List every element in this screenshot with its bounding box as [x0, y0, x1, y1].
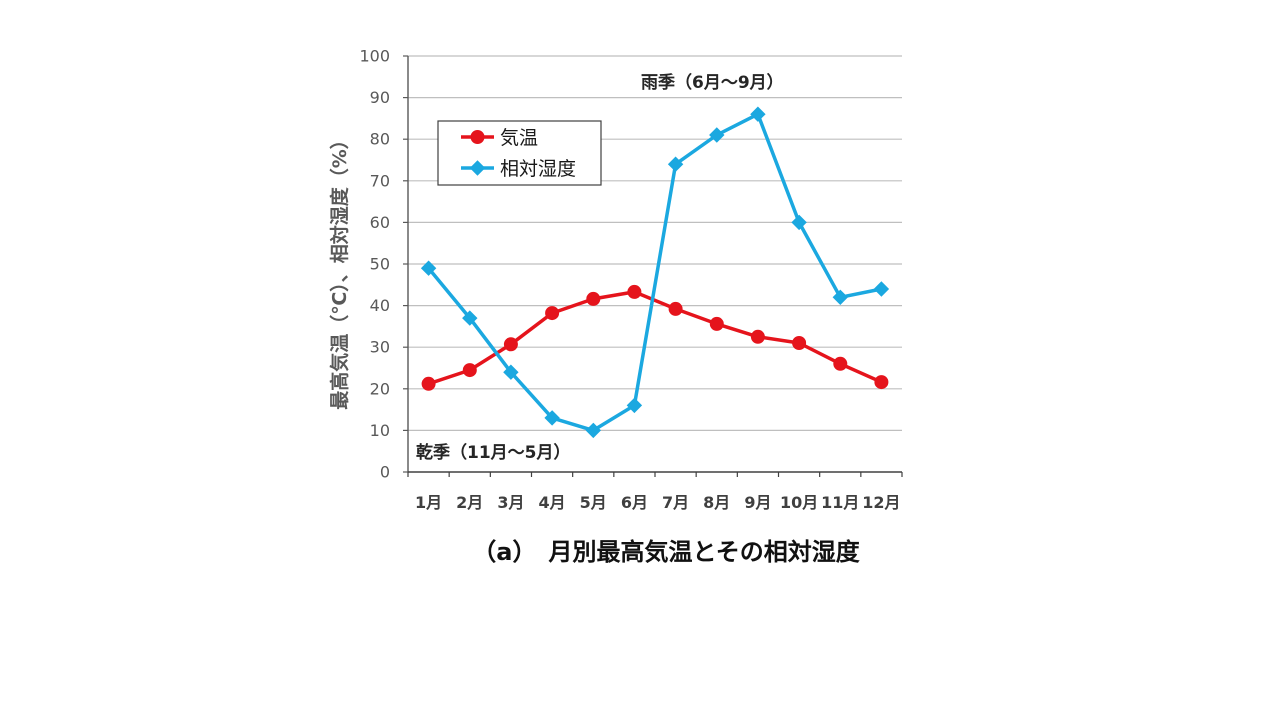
humidity-point [462, 310, 478, 326]
humidity-point [873, 281, 890, 297]
y-tick-label: 0 [380, 463, 390, 482]
x-tick-label: 6月 [621, 493, 648, 512]
x-tick-label: 7月 [662, 493, 689, 512]
humidity-point [832, 289, 849, 306]
temperature-line [428, 290, 883, 386]
humidity-series [420, 106, 890, 439]
rainy-season-annotation: 雨季（6月～9月） [641, 72, 784, 93]
y-tick-label: 10 [370, 421, 390, 440]
y-axis-title: 最高気温（℃）、相対湿度（%） [328, 130, 351, 410]
humidity-point [750, 106, 766, 122]
y-tick-label: 20 [370, 379, 390, 398]
temperature-point [627, 284, 642, 299]
x-tick-label: 3月 [497, 493, 524, 512]
temperature-point [586, 291, 601, 306]
legend-humidity-marker [469, 160, 486, 176]
y-tick-label: 80 [370, 130, 390, 149]
legend-entry-humidity: 相対湿度 [461, 158, 576, 180]
x-tick-label: 10月 [780, 493, 818, 512]
gridlines [403, 55, 903, 477]
legend-label-temperature: 気温 [500, 127, 538, 149]
y-tick-label: 40 [370, 296, 390, 315]
temperature-point [874, 375, 889, 390]
temperature-point [668, 301, 683, 316]
x-tick-label: 5月 [580, 493, 607, 512]
y-tick-labels: 0 10 20 30 40 50 60 70 80 90 100 [359, 47, 390, 482]
x-tick-labels: 1月 2月 3月 4月 5月 6月 7月 8月 9月 10月 11月 12月 [415, 493, 901, 512]
y-tick-label: 30 [370, 338, 390, 357]
temperature-point [792, 336, 807, 350]
temperature-point [833, 356, 848, 371]
y-tick-label: 90 [370, 88, 390, 107]
x-tick-label: 12月 [862, 493, 900, 512]
x-tick-label: 2月 [456, 493, 483, 512]
y-tick-label: 70 [370, 171, 390, 190]
humidity-point [503, 364, 519, 380]
legend: 気温 相対湿度 [437, 120, 602, 186]
temperature-point [462, 363, 477, 378]
x-tick-label: 1月 [415, 493, 442, 512]
temperature-point [503, 337, 518, 352]
temperature-series [421, 284, 889, 391]
temperature-point [709, 316, 724, 331]
humidity-point [420, 260, 437, 276]
x-tick-label: 11月 [821, 493, 859, 512]
humidity-point [667, 156, 684, 172]
x-tick-label: 4月 [539, 493, 566, 512]
figure-caption: （a） 月別最高気温とその相対湿度 [472, 538, 860, 566]
humidity-line [427, 112, 882, 433]
humidity-point [791, 214, 807, 231]
y-tick-label: 100 [359, 47, 390, 66]
temperature-point [545, 306, 560, 321]
temperature-point [750, 329, 765, 344]
x-tick-label: 9月 [744, 493, 771, 512]
humidity-point [626, 397, 643, 414]
x-tick-label: 8月 [703, 493, 730, 512]
y-tick-label: 50 [370, 255, 390, 274]
temperature-point [421, 376, 436, 391]
humidity-point [709, 127, 725, 143]
humidity-point [544, 410, 560, 426]
humidity-point [585, 422, 602, 439]
y-tick-label: 60 [370, 213, 390, 232]
legend-temperature-marker [470, 130, 485, 144]
series-layer [420, 106, 890, 439]
dry-season-annotation: 乾季（11月～5月） [416, 442, 571, 463]
legend-entry-temperature: 気温 [461, 127, 538, 149]
legend-label-humidity: 相対湿度 [500, 158, 576, 180]
legend-box [437, 120, 602, 186]
